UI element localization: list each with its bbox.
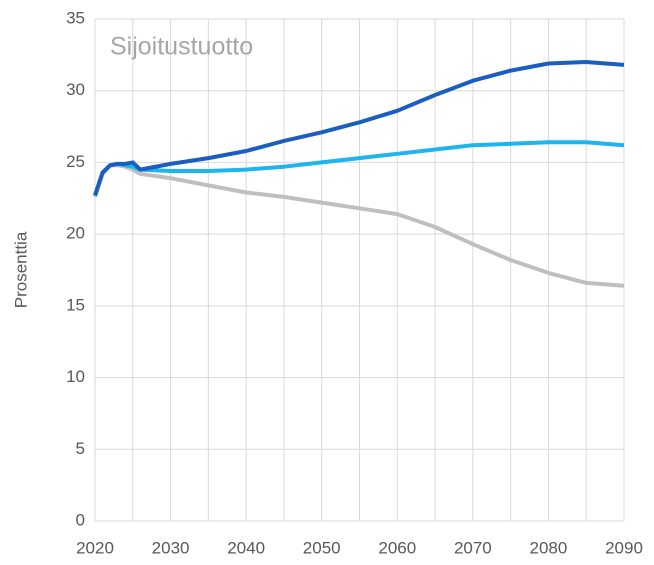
y-tick-label: 20 <box>66 224 85 243</box>
x-tick-label: 2060 <box>378 538 416 557</box>
x-tick-label: 2090 <box>605 538 643 557</box>
x-tick-label: 2030 <box>152 538 190 557</box>
y-tick-label: 15 <box>66 295 85 314</box>
y-tick-label: 0 <box>76 510 85 529</box>
x-tick-label: 2050 <box>303 538 341 557</box>
series-line <box>93 60 625 197</box>
y-tick-label: 30 <box>66 80 85 99</box>
x-tick-label: 2070 <box>454 538 492 557</box>
y-axis-label: Prosenttia <box>11 231 30 308</box>
chart-title: Sijoitustuotto <box>110 33 253 61</box>
y-tick-label: 35 <box>66 8 85 27</box>
y-tick-label: 25 <box>66 152 85 171</box>
x-tick-label: 2040 <box>227 538 265 557</box>
y-tick-label: 10 <box>66 367 85 386</box>
x-tick-label: 2080 <box>530 538 568 557</box>
x-tick-label: 2020 <box>76 538 114 557</box>
y-tick-label: 5 <box>76 439 85 458</box>
